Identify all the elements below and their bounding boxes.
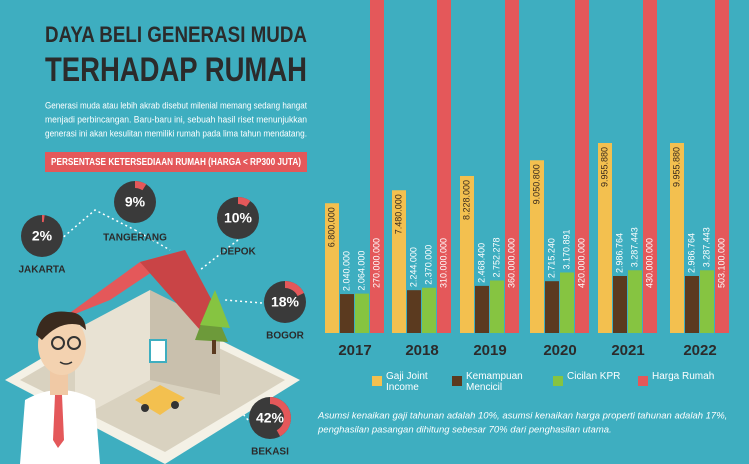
bar bbox=[530, 160, 544, 333]
value-label: 2.986.764 bbox=[686, 233, 696, 273]
bar bbox=[598, 143, 612, 333]
value-label: 9.050.800 bbox=[531, 164, 541, 204]
pie-label: 9% bbox=[125, 194, 146, 210]
title: DAYA BELI GENERASI MUDA bbox=[45, 22, 307, 47]
value-label: 2.244.000 bbox=[408, 247, 418, 287]
value-label: 3.170.891 bbox=[561, 229, 571, 269]
value-label: 310.000.000 bbox=[438, 238, 448, 288]
bar bbox=[490, 280, 504, 333]
value-label: 9.955.880 bbox=[599, 147, 609, 187]
legend-label: Cicilan KPR bbox=[567, 371, 621, 382]
bar bbox=[700, 270, 714, 333]
legend-item: Harga Rumah bbox=[652, 371, 715, 382]
x-tick-label: 2022 bbox=[683, 342, 716, 359]
city-label: DEPOK bbox=[220, 247, 256, 258]
x-tick-label: 2019 bbox=[473, 342, 506, 359]
bar bbox=[475, 285, 489, 333]
legend-swatch bbox=[372, 376, 382, 386]
pie-hole bbox=[271, 288, 299, 316]
value-label: 2.468.400 bbox=[476, 243, 486, 283]
subtitle: TERHADAP RUMAH bbox=[45, 51, 307, 89]
bar bbox=[545, 281, 559, 333]
x-tick-label: 2018 bbox=[405, 342, 438, 359]
banner bbox=[45, 152, 307, 172]
footnote: Asumsi kenaikan gaji tahunan adalah 10%,… bbox=[317, 411, 727, 422]
value-label: 8.228.000 bbox=[461, 180, 471, 220]
value-label: 270.000.000 bbox=[371, 238, 381, 288]
value-label: 7.480.000 bbox=[393, 194, 403, 234]
person-illustration bbox=[20, 311, 100, 464]
x-tick-label: 2021 bbox=[611, 342, 644, 359]
pie-hole bbox=[224, 204, 252, 232]
value-label: 2.752.278 bbox=[491, 237, 501, 277]
value-label: 360.000.000 bbox=[506, 238, 516, 288]
value-label: 420.000.000 bbox=[576, 238, 586, 288]
legend-label: Harga Rumah bbox=[652, 371, 715, 382]
value-label: 2.986.764 bbox=[614, 233, 624, 273]
bar bbox=[325, 203, 339, 333]
bar bbox=[670, 143, 684, 333]
value-label: 3.287.443 bbox=[629, 227, 639, 267]
bar bbox=[505, 0, 519, 333]
bar bbox=[643, 0, 657, 333]
value-label: 9.955.880 bbox=[671, 147, 681, 187]
bar bbox=[685, 276, 699, 333]
legend-label: Kemampuan Mencicil bbox=[466, 371, 523, 393]
bar bbox=[370, 0, 384, 333]
footnote: penghasilan pasangan dihitung sebesar 70… bbox=[317, 425, 612, 436]
value-label: 2.370.000 bbox=[423, 245, 433, 285]
pie-hole bbox=[28, 222, 56, 250]
intro-line: Generasi muda atau lebih akrab disebut m… bbox=[45, 100, 307, 110]
intro-line: menjadi perbincangan. Baru-baru ini, seb… bbox=[45, 114, 307, 124]
value-label: 2.040.000 bbox=[341, 251, 351, 291]
legend-item: Cicilan KPR bbox=[567, 371, 621, 382]
city-label: JAKARTA bbox=[18, 265, 65, 276]
value-label: 2.715.240 bbox=[546, 238, 556, 278]
pie-label: 42% bbox=[256, 410, 285, 426]
legend-item: Gaji Joint Income bbox=[386, 371, 428, 393]
pie-label: 18% bbox=[271, 294, 300, 310]
house-illustration bbox=[5, 250, 300, 464]
city-label: BOGOR bbox=[266, 331, 305, 342]
bar bbox=[422, 287, 436, 333]
bar bbox=[715, 0, 729, 333]
pie-label: 2% bbox=[32, 228, 53, 244]
pie-hole bbox=[256, 404, 284, 432]
bar bbox=[407, 290, 421, 333]
bar bbox=[340, 294, 354, 333]
x-tick-label: 2017 bbox=[338, 342, 371, 359]
banner-text: PERSENTASE KETERSEDIAAN RUMAH (HARGA < R… bbox=[51, 156, 301, 168]
bar bbox=[575, 0, 589, 333]
value-label: 503.100.000 bbox=[716, 238, 726, 288]
bar bbox=[628, 270, 642, 333]
bar-area: 6.800.000 2.040.000 2.064.000 270.000.000 7.… bbox=[325, 0, 729, 333]
value-label: 430.000.000 bbox=[644, 238, 654, 288]
bar bbox=[460, 175, 474, 333]
pie-hole bbox=[121, 188, 149, 216]
bar bbox=[392, 190, 406, 333]
pie-label: 10% bbox=[224, 210, 253, 226]
city-label: BEKASI bbox=[251, 447, 289, 458]
value-label: 6.800.000 bbox=[326, 207, 336, 247]
x-tick-label: 2020 bbox=[543, 342, 576, 359]
bar bbox=[613, 276, 627, 333]
value-label: 2.064.000 bbox=[356, 251, 366, 291]
city-label: TANGERANG bbox=[103, 233, 167, 244]
bar bbox=[355, 293, 369, 333]
bar bbox=[437, 0, 451, 333]
legend-label: Gaji Joint Income bbox=[386, 371, 428, 393]
value-label: 3.287.443 bbox=[701, 227, 711, 267]
bar bbox=[560, 272, 574, 333]
legend-item: Kemampuan Mencicil bbox=[466, 371, 523, 393]
legend-swatch bbox=[553, 376, 563, 386]
legend-swatch bbox=[452, 376, 462, 386]
intro-line: generasi ini akan kesulitan memiliki rum… bbox=[45, 128, 307, 138]
legend-swatch bbox=[638, 376, 648, 386]
